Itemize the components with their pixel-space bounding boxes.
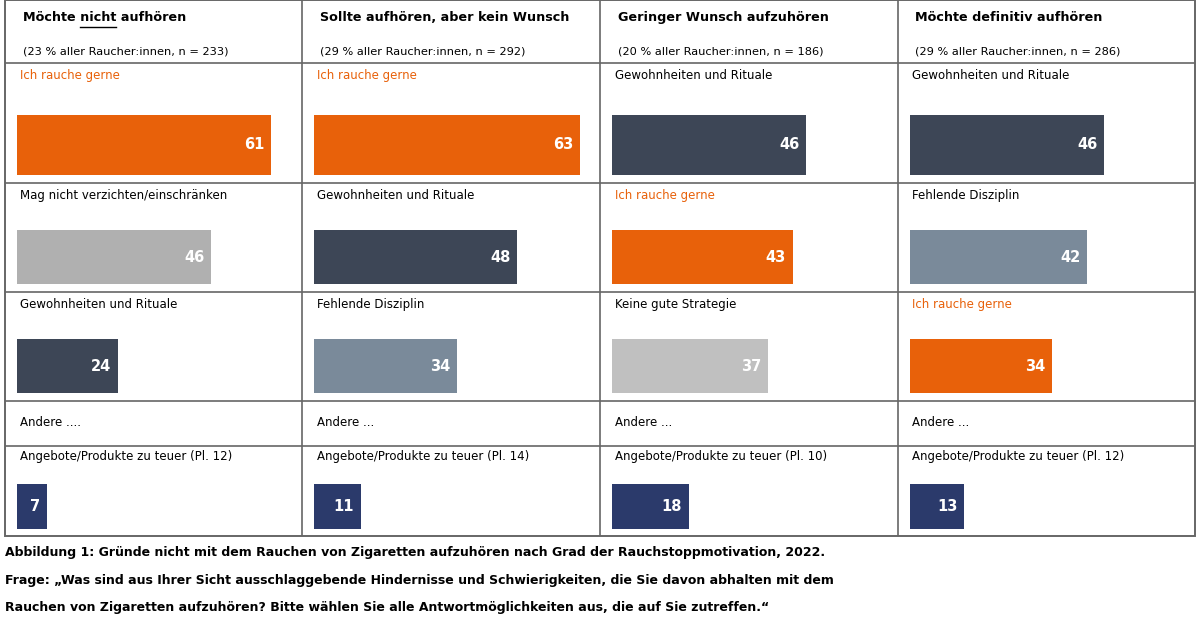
Text: Gewohnheiten und Rituale: Gewohnheiten und Rituale bbox=[317, 188, 475, 202]
Text: 34: 34 bbox=[1025, 359, 1045, 373]
Bar bbox=[612, 115, 806, 175]
Text: Andere ...: Andere ... bbox=[317, 416, 374, 429]
Text: 13: 13 bbox=[937, 500, 958, 514]
Text: Andere ....: Andere .... bbox=[19, 416, 80, 429]
Text: (29 % aller Raucher:innen, n = 292): (29 % aller Raucher:innen, n = 292) bbox=[320, 47, 526, 57]
Text: 63: 63 bbox=[553, 137, 574, 152]
Text: 43: 43 bbox=[766, 250, 786, 265]
Text: Keine gute Strategie: Keine gute Strategie bbox=[614, 297, 737, 311]
Bar bbox=[910, 230, 1087, 285]
Bar bbox=[17, 484, 47, 529]
Text: Möchte nicht aufhören: Möchte nicht aufhören bbox=[23, 11, 186, 24]
Text: 46: 46 bbox=[185, 250, 204, 265]
Text: Angebote/Produkte zu teuer (Pl. 10): Angebote/Produkte zu teuer (Pl. 10) bbox=[614, 450, 827, 463]
Text: 46: 46 bbox=[1078, 137, 1097, 152]
Text: Gewohnheiten und Rituale: Gewohnheiten und Rituale bbox=[19, 297, 178, 311]
Bar bbox=[612, 484, 689, 529]
Text: Rauchen von Zigaretten aufzuhören? Bitte wählen Sie alle Antwortmöglichkeiten au: Rauchen von Zigaretten aufzuhören? Bitte… bbox=[5, 602, 769, 614]
Text: Frage: „Was sind aus Ihrer Sicht ausschlaggebende Hindernisse und Schwierigkeite: Frage: „Was sind aus Ihrer Sicht ausschl… bbox=[5, 574, 834, 587]
Text: Fehlende Disziplin: Fehlende Disziplin bbox=[912, 188, 1020, 202]
Bar bbox=[910, 115, 1104, 175]
Text: Angebote/Produkte zu teuer (Pl. 12): Angebote/Produkte zu teuer (Pl. 12) bbox=[912, 450, 1124, 463]
Text: 24: 24 bbox=[91, 359, 112, 373]
Text: (20 % aller Raucher:innen, n = 186): (20 % aller Raucher:innen, n = 186) bbox=[618, 47, 823, 57]
Text: 42: 42 bbox=[1061, 250, 1081, 265]
Text: 61: 61 bbox=[245, 137, 265, 152]
Bar bbox=[17, 230, 211, 285]
Bar bbox=[612, 339, 768, 394]
Bar bbox=[612, 230, 793, 285]
Text: 11: 11 bbox=[334, 500, 354, 514]
Text: Ich rauche gerne: Ich rauche gerne bbox=[614, 188, 715, 202]
Bar bbox=[17, 339, 118, 394]
Text: 37: 37 bbox=[742, 359, 762, 373]
Text: Ich rauche gerne: Ich rauche gerne bbox=[912, 297, 1013, 311]
Text: Ich rauche gerne: Ich rauche gerne bbox=[317, 69, 418, 82]
Text: 48: 48 bbox=[490, 250, 510, 265]
Text: Andere ...: Andere ... bbox=[614, 416, 672, 429]
Text: Möchte definitiv aufhören: Möchte definitiv aufhören bbox=[916, 11, 1103, 24]
Bar bbox=[910, 339, 1052, 394]
Text: Sollte aufhören, aber kein Wunsch: Sollte aufhören, aber kein Wunsch bbox=[320, 11, 570, 24]
Text: (29 % aller Raucher:innen, n = 286): (29 % aller Raucher:innen, n = 286) bbox=[916, 47, 1121, 57]
Text: (23 % aller Raucher:innen, n = 233): (23 % aller Raucher:innen, n = 233) bbox=[23, 47, 228, 57]
Text: 7: 7 bbox=[30, 500, 41, 514]
Bar bbox=[17, 115, 271, 175]
Text: Gewohnheiten und Rituale: Gewohnheiten und Rituale bbox=[614, 69, 773, 82]
Bar bbox=[910, 484, 965, 529]
Text: Angebote/Produkte zu teuer (Pl. 14): Angebote/Produkte zu teuer (Pl. 14) bbox=[317, 450, 529, 463]
Text: 46: 46 bbox=[780, 137, 799, 152]
Bar bbox=[314, 230, 517, 285]
Text: 18: 18 bbox=[661, 500, 682, 514]
Bar bbox=[314, 115, 580, 175]
Bar bbox=[314, 339, 457, 394]
Text: Andere ...: Andere ... bbox=[912, 416, 970, 429]
Text: Fehlende Disziplin: Fehlende Disziplin bbox=[317, 297, 425, 311]
Text: Mag nicht verzichten/einschränken: Mag nicht verzichten/einschränken bbox=[19, 188, 227, 202]
Text: Angebote/Produkte zu teuer (Pl. 12): Angebote/Produkte zu teuer (Pl. 12) bbox=[19, 450, 232, 463]
Text: 34: 34 bbox=[430, 359, 450, 373]
Text: Abbildung 1: Gründe nicht mit dem Rauchen von Zigaretten aufzuhören nach Grad de: Abbildung 1: Gründe nicht mit dem Rauche… bbox=[5, 547, 824, 559]
Text: Geringer Wunsch aufzuhören: Geringer Wunsch aufzuhören bbox=[618, 11, 829, 24]
Bar bbox=[314, 484, 361, 529]
Text: Gewohnheiten und Rituale: Gewohnheiten und Rituale bbox=[912, 69, 1070, 82]
Text: Ich rauche gerne: Ich rauche gerne bbox=[19, 69, 120, 82]
